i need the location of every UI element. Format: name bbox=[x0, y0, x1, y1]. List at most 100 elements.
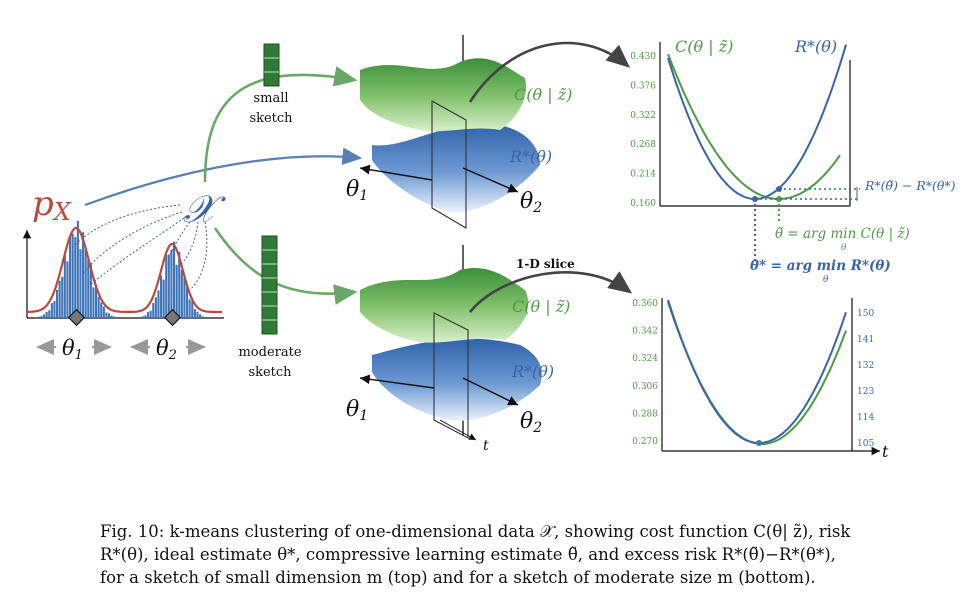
top-legend-C: C(θ | z̃) bbox=[675, 37, 733, 56]
dotted-link bbox=[74, 204, 181, 246]
moderate-sketch-label-1: moderate bbox=[238, 345, 301, 360]
histogram-bar bbox=[175, 264, 178, 318]
tick-label: 0.342 bbox=[632, 327, 658, 337]
histogram-bar bbox=[79, 249, 82, 318]
histogram-bar bbox=[50, 303, 53, 318]
theta1-axis-top bbox=[359, 164, 433, 181]
tick-label: 0.288 bbox=[632, 409, 658, 419]
histogram-bar bbox=[201, 316, 204, 318]
histogram-bar bbox=[71, 233, 74, 318]
surface-bottom-R-label: R*(θ) bbox=[511, 362, 554, 381]
density-panel: θ1 θ2 pX 𝒳 bbox=[22, 184, 226, 363]
one-d-slice-label: 1-D slice bbox=[516, 257, 575, 271]
tick-label: 0.270 bbox=[632, 437, 658, 447]
theta1-axis-label-bottom: θ1 bbox=[346, 397, 368, 424]
t-axis-bottom-surface bbox=[439, 419, 477, 441]
histogram-bar bbox=[102, 306, 105, 318]
histogram-bar bbox=[157, 290, 160, 318]
histogram-bar bbox=[154, 297, 157, 318]
histogram-bar bbox=[84, 248, 87, 318]
caption-line-2: R*(θ), ideal estimate θ*, compressive le… bbox=[100, 545, 836, 564]
slice-plane-top bbox=[431, 100, 467, 229]
histogram-bar bbox=[165, 254, 168, 318]
small-sketch-label-2: sketch bbox=[249, 111, 293, 126]
histogram-bar bbox=[108, 313, 111, 318]
histogram-bar bbox=[82, 232, 85, 318]
histogram-bar bbox=[56, 289, 59, 318]
histogram-bar bbox=[97, 296, 100, 318]
tick-label: 0.322 bbox=[630, 111, 656, 121]
histogram-bar bbox=[87, 259, 90, 318]
histogram-bar bbox=[63, 255, 66, 318]
caption-line-1: Fig. 10: k-means clustering of one-dimen… bbox=[100, 520, 940, 543]
bottom-minimum-point bbox=[756, 440, 762, 446]
theta1-axis-label-top: θ1 bbox=[346, 177, 368, 204]
top-cost-curve bbox=[667, 53, 841, 200]
small-sketch-vector bbox=[263, 43, 280, 87]
histogram-bar bbox=[173, 241, 176, 318]
histogram-bar bbox=[45, 311, 48, 318]
bottom-right-ticks: 150 141 132 123 114 105 bbox=[857, 309, 874, 449]
arrow-to-bottom-plot bbox=[468, 271, 633, 313]
histogram-bars bbox=[37, 220, 207, 318]
surface-bottom-C-label: C(θ | z̃) bbox=[512, 297, 570, 316]
histogram-bar bbox=[149, 310, 152, 318]
histogram-bar bbox=[76, 220, 79, 318]
histogram-bar bbox=[37, 316, 40, 318]
histogram-bar bbox=[147, 312, 150, 318]
excess-risk-label: R*(θ̃) − R*(θ*) bbox=[864, 178, 956, 193]
tick-label: 0.376 bbox=[630, 81, 656, 91]
tick-label: 0.324 bbox=[632, 354, 658, 364]
histogram-bar bbox=[58, 280, 61, 318]
risk-surface-bottom bbox=[372, 338, 542, 421]
tick-label: 150 bbox=[857, 309, 874, 319]
tick-label: 0.160 bbox=[630, 199, 656, 209]
bottom-surface-plot: t θ1 θ2 C(θ | z̃) R*(θ) bbox=[346, 245, 570, 454]
theta2-diamond-marker bbox=[163, 308, 182, 327]
histogram-bar bbox=[162, 279, 165, 318]
top-1d-plot: 0.430 0.376 0.322 0.268 0.214 0.160 C(θ | z̃)… bbox=[630, 37, 955, 285]
risk-surface-top bbox=[372, 123, 540, 213]
histogram-bar bbox=[170, 249, 173, 318]
theta1-label: θ1 bbox=[62, 336, 83, 363]
dotted-link bbox=[177, 221, 199, 269]
theta1-diamond-marker bbox=[67, 308, 86, 327]
bottom-t-label: t bbox=[882, 442, 889, 461]
histogram-bar bbox=[204, 316, 207, 318]
caption-fig-number: Fig. 10: bbox=[100, 522, 165, 541]
histogram-bar bbox=[66, 261, 69, 318]
tick-label: 114 bbox=[857, 413, 874, 423]
histogram-bar bbox=[199, 314, 202, 318]
arrow-to-moderate-sketch bbox=[213, 227, 358, 305]
theta2-axis-top bbox=[462, 167, 519, 193]
arrow-to-top-plot bbox=[468, 41, 630, 103]
histogram-bar bbox=[61, 276, 64, 318]
slice-plane-bottom bbox=[433, 312, 469, 439]
dotted-link bbox=[169, 221, 191, 256]
cost-surface-bottom bbox=[360, 268, 529, 343]
theta-tilde-definition: θ̃ = arg min C(θ | z̃) bbox=[775, 226, 910, 242]
moderate-sketch-vector bbox=[261, 235, 278, 335]
histogram-bar bbox=[180, 269, 183, 318]
theta2-axis-label-bottom: θ2 bbox=[520, 409, 542, 436]
histogram-bar bbox=[74, 237, 77, 318]
histogram-bar bbox=[167, 254, 170, 318]
histogram-bar bbox=[186, 284, 189, 318]
theta-star-definition: θ* = arg min R*(θ) bbox=[750, 258, 891, 274]
cost-surface-top bbox=[360, 58, 526, 132]
theta1-axis-bottom bbox=[359, 374, 435, 389]
bottom-risk-curve bbox=[667, 299, 847, 445]
theta2-axis-bottom bbox=[462, 377, 519, 406]
top-left-ticks: 0.430 0.376 0.322 0.268 0.214 0.160 bbox=[630, 52, 656, 209]
histogram-bar bbox=[193, 309, 196, 318]
px-label: pX bbox=[32, 184, 72, 226]
figure-caption: Fig. 10: k-means clustering of one-dimen… bbox=[100, 520, 940, 589]
tick-label: 105 bbox=[857, 439, 874, 449]
histogram-bar bbox=[144, 315, 147, 318]
top-legend-R: R*(θ) bbox=[794, 37, 837, 56]
histogram-bar bbox=[188, 299, 191, 318]
bottom-left-ticks: 0.360 0.342 0.324 0.306 0.288 0.270 bbox=[632, 299, 658, 447]
surface-top-R-label: R*(θ) bbox=[509, 147, 552, 166]
histogram-bar bbox=[196, 311, 199, 318]
tick-label: 0.268 bbox=[630, 140, 656, 150]
